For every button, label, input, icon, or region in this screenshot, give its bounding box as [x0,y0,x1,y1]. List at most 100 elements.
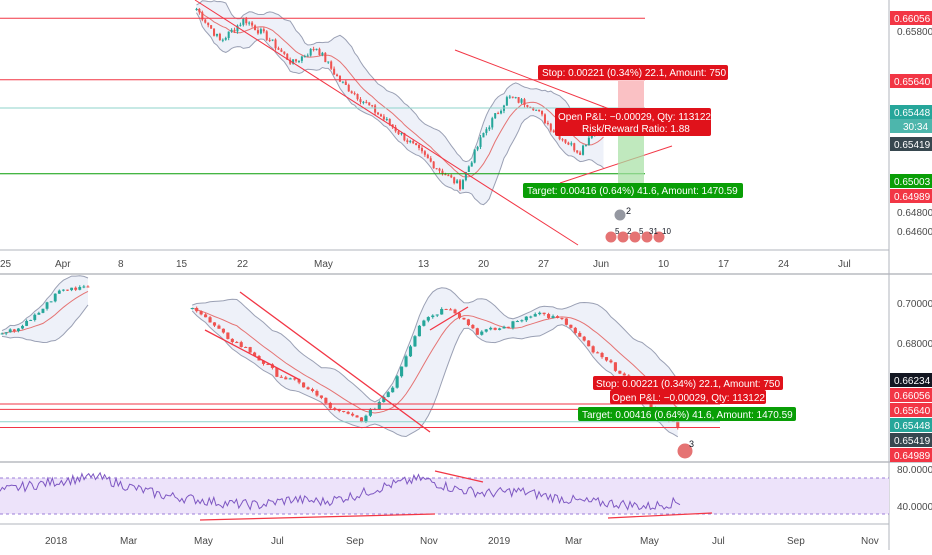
rsi-trendline [199,513,436,521]
price-tag: 0.66056 [894,14,931,25]
bottom-candle [297,379,301,383]
bottom-candle [266,363,270,365]
bottom-trendline [204,329,301,381]
x-tick: 22 [237,259,249,270]
price-tag-bg [890,74,932,88]
event-count: 10 [662,227,671,236]
x-tick: 24 [778,259,790,270]
top-candle [549,123,552,131]
top-candle [505,97,508,106]
bottom-candle [551,316,555,318]
top-candle [447,175,450,177]
top-candle [254,25,257,31]
bottom-candle [520,320,524,322]
bottom-candle [502,326,506,329]
top-candle [564,139,567,143]
pnl-label: Open P&L: −0.00029, Qty: 113122 [612,393,765,404]
bottom-candle [538,312,542,315]
top-candle [535,109,538,111]
top-candle [450,175,453,178]
top-candle [362,101,365,103]
bottom-a-candle [33,314,37,320]
rsi-panel [0,470,713,521]
top-candle [403,133,406,141]
top-candle [371,105,374,107]
bottom-candle [235,342,239,344]
top-candle [201,12,204,20]
bottom-panel [0,275,720,438]
rr-label: Risk/Reward Ratio: 1.88 [582,124,690,135]
x-tick: 15 [176,259,188,270]
y-tick: 0.68000 [897,339,932,350]
x-tick: Nov [861,536,879,547]
event-count: 5 [615,227,620,236]
event-marker [613,208,627,222]
top-candle [514,97,517,99]
bottom-candle [404,356,408,367]
top-candle [353,93,356,95]
top-candle [397,131,400,135]
x-tick: Jul [838,259,851,270]
bottom-candle [190,307,194,309]
bottom-a-candle [4,332,8,334]
bottom-a-candle [70,287,74,291]
top-candle [341,81,344,83]
top-candle [324,52,327,63]
price-tag-bg [890,137,932,151]
bottom-candle [386,392,390,398]
top-candle [526,104,529,107]
top-bollinger-lower [196,12,604,206]
x-tick: May [194,536,213,547]
x-tick: 20 [478,259,490,270]
stop-label-bg [538,65,728,80]
bottom-a-candle [37,312,41,315]
bottom-candle [466,319,470,326]
pnl-label-bg [555,108,711,136]
top-candle [482,132,485,138]
bottom-candle [498,328,502,330]
bottom-candle [310,389,315,391]
bottom-candle [547,314,551,318]
stop-label: Stop: 0.00221 (0.34%) 22.1, Amount: 750 [542,68,726,79]
top-candle [388,118,391,125]
bottom-candle [395,376,399,388]
price-tag: 0.66056 [894,391,931,402]
bottom-bollinger-mid [192,307,679,414]
top-candle [344,81,347,85]
bottom-candle [208,317,212,323]
price-tag-bg [890,403,932,417]
bottom-price-tags: 0.66234 0.66056 0.65640 0.65448 0.65419 … [890,373,932,462]
top-candle [333,68,336,75]
top-candle [204,19,207,23]
bottom-candle [578,332,582,337]
top-candle [529,106,532,108]
bottom-candle [217,325,221,329]
bottom-candle [306,387,310,390]
top-candle [309,48,312,56]
top-candle [318,48,321,55]
top-candle [218,33,221,40]
bottom-a-bollinger-upper [1,275,89,332]
x-tick: 10 [658,259,670,270]
bottom-candle [489,327,493,330]
bottom-candle [542,312,546,315]
top-candle [356,94,359,100]
price-tag-bg [890,418,932,432]
bottom-bollinger-lower [191,310,679,438]
top-bollinger-upper [196,0,604,163]
top-candle [242,18,245,25]
bottom-candle [199,311,203,315]
top-candle [441,170,444,175]
top-candle [306,55,309,57]
bottom-candle [382,397,386,403]
top-candle [429,158,432,162]
bottom-candle [204,314,208,318]
bottom-candle [493,327,497,330]
top-candle [491,118,494,128]
x-tick: Sep [787,536,805,547]
bottom-candle [560,317,564,319]
price-tag: 0.65448 [894,421,931,432]
top-candle [543,114,546,123]
pnl-label-bg [610,390,766,404]
